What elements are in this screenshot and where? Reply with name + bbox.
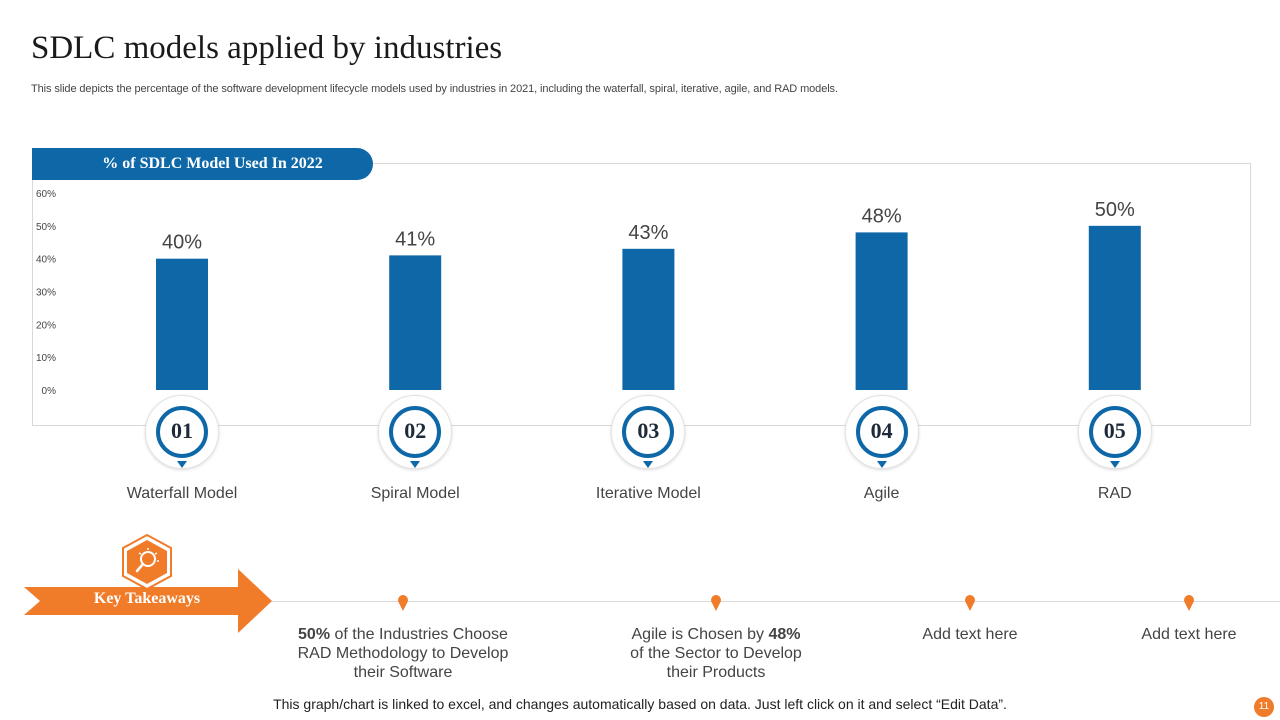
map-pin-icon	[397, 594, 409, 612]
category-marker: 02	[378, 395, 452, 469]
takeaway-text: Add text here	[890, 625, 1050, 644]
bar[interactable]	[389, 255, 441, 390]
map-pin-icon	[710, 594, 722, 612]
takeaway-text: 50% of the Industries Choose RAD Methodol…	[273, 625, 533, 682]
marker-number: 02	[393, 410, 437, 454]
map-pin-icon	[964, 594, 976, 612]
marker-arrow-icon	[410, 461, 420, 468]
data-label: 48%	[862, 205, 902, 227]
takeaway-text: Add text here	[1109, 625, 1269, 644]
marker-ring: 03	[622, 406, 674, 458]
category-marker: 01	[145, 395, 219, 469]
marker-ring: 01	[156, 406, 208, 458]
takeaway-line: RAD Methodology to Develop	[298, 645, 509, 662]
key-takeaways-label: Key Takeaways	[60, 590, 234, 608]
takeaway-line: their Software	[354, 664, 453, 681]
category-marker: 05	[1078, 395, 1152, 469]
takeaway-line: their Products	[667, 664, 766, 681]
takeaways-divider	[262, 601, 1280, 602]
marker-arrow-icon	[643, 461, 653, 468]
category-marker: 04	[845, 395, 919, 469]
takeaway-text: Agile is Chosen by 48% of the Sector to D…	[606, 625, 826, 682]
map-pin-icon	[1183, 594, 1195, 612]
marker-arrow-icon	[877, 461, 887, 468]
marker-number: 04	[860, 410, 904, 454]
marker-ring: 05	[1089, 406, 1141, 458]
bar[interactable]	[156, 259, 208, 390]
y-tick-label: 20%	[36, 320, 56, 331]
takeaway-highlight: 48%	[768, 626, 800, 643]
takeaway-line: of the Industries Choose	[330, 626, 508, 643]
data-label: 40%	[162, 232, 202, 254]
y-tick-label: 50%	[36, 222, 56, 233]
y-tick-label: 40%	[36, 255, 56, 266]
takeaway-line: Agile is Chosen by	[632, 626, 769, 643]
data-label: 41%	[395, 228, 435, 250]
y-tick-label: 0%	[42, 386, 57, 397]
category-label: Waterfall Model	[82, 485, 282, 503]
takeaway-line: of the Sector to Develop	[630, 645, 802, 662]
marker-number: 05	[1093, 410, 1137, 454]
bar[interactable]	[1089, 226, 1141, 390]
takeaway-highlight: 50%	[298, 626, 330, 643]
category-label: RAD	[1015, 485, 1215, 503]
bar[interactable]	[856, 232, 908, 390]
marker-ring: 04	[856, 406, 908, 458]
data-label: 43%	[628, 222, 668, 244]
y-tick-label: 10%	[36, 353, 56, 364]
category-marker: 03	[611, 395, 685, 469]
marker-ring: 02	[389, 406, 441, 458]
y-tick-label: 30%	[36, 288, 56, 299]
lightbulb-search-icon	[120, 534, 174, 590]
data-label: 50%	[1095, 199, 1135, 221]
category-label: Agile	[782, 485, 982, 503]
marker-arrow-icon	[1110, 461, 1120, 468]
footer-note: This graph/chart is linked to excel, and…	[0, 696, 1280, 712]
category-label: Spiral Model	[315, 485, 515, 503]
marker-arrow-icon	[177, 461, 187, 468]
page-number: 11	[1254, 697, 1274, 717]
y-tick-label: 60%	[36, 189, 56, 200]
bar[interactable]	[622, 249, 674, 390]
marker-number: 03	[626, 410, 670, 454]
marker-number: 01	[160, 410, 204, 454]
category-label: Iterative Model	[548, 485, 748, 503]
